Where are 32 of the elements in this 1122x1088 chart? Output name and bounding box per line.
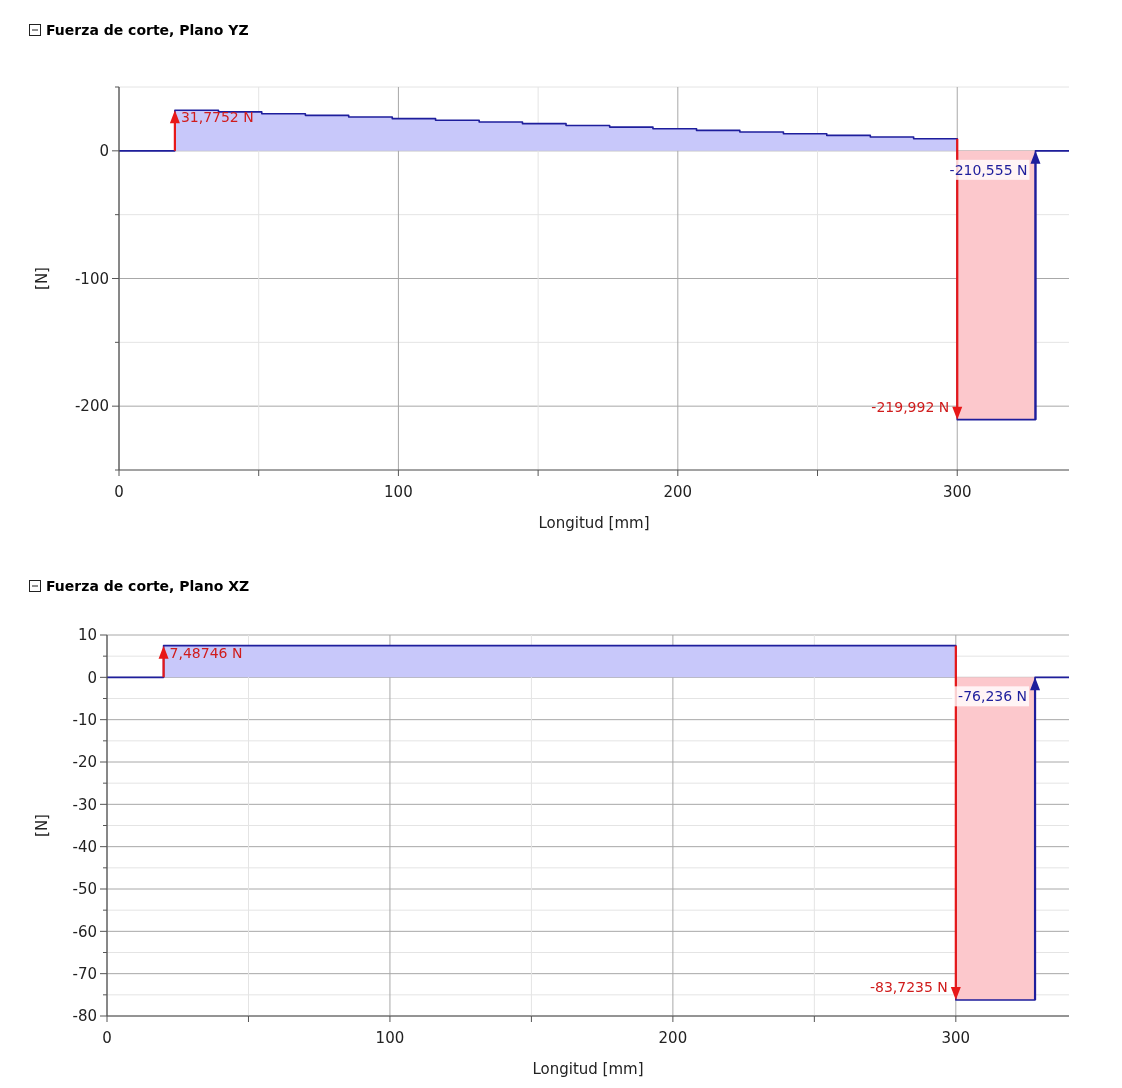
y-tick-label: -50 xyxy=(72,880,97,899)
y-tick-label: -20 xyxy=(72,753,97,772)
y-axis-title: [N] xyxy=(33,267,51,290)
x-tick-label: 100 xyxy=(375,1029,405,1047)
y-tick-label: -40 xyxy=(72,837,97,856)
x-tick-label: 200 xyxy=(658,1029,688,1047)
chart-title: Fuerza de corte, Plano YZ xyxy=(46,22,249,38)
x-tick-label: 0 xyxy=(114,483,124,501)
y-axis-title: [N] xyxy=(33,814,51,837)
y-tick-label: -200 xyxy=(74,397,109,416)
annotation: -219,992 N xyxy=(871,398,950,415)
x-tick-label: 300 xyxy=(942,483,972,501)
x-tick-label: 200 xyxy=(663,483,693,501)
y-tick-label: -60 xyxy=(72,922,97,941)
y-tick-label: -10 xyxy=(72,710,97,729)
annotation: -210,555 N xyxy=(949,161,1028,178)
chart-title: Fuerza de corte, Plano XZ xyxy=(46,578,250,594)
y-tick-label: -100 xyxy=(74,269,109,288)
x-tick-label: 300 xyxy=(941,1029,971,1047)
annotation: -76,236 N xyxy=(958,688,1028,705)
y-tick-label: -80 xyxy=(72,1007,97,1026)
y-tick-label: -30 xyxy=(72,795,97,814)
annotation: -83,7235 N xyxy=(869,979,948,996)
annotation: 31,7752 N xyxy=(180,109,254,126)
x-tick-label: 100 xyxy=(384,483,413,501)
y-tick-label: 10 xyxy=(77,626,97,645)
y-tick-label: -70 xyxy=(72,964,97,983)
y-tick-label: 0 xyxy=(87,668,97,687)
x-axis-title: Longitud [mm] xyxy=(532,1060,644,1078)
annotation: 7,48746 N xyxy=(169,644,243,661)
x-axis-title: Longitud [mm] xyxy=(538,514,650,532)
y-tick-label: 0 xyxy=(99,142,109,161)
